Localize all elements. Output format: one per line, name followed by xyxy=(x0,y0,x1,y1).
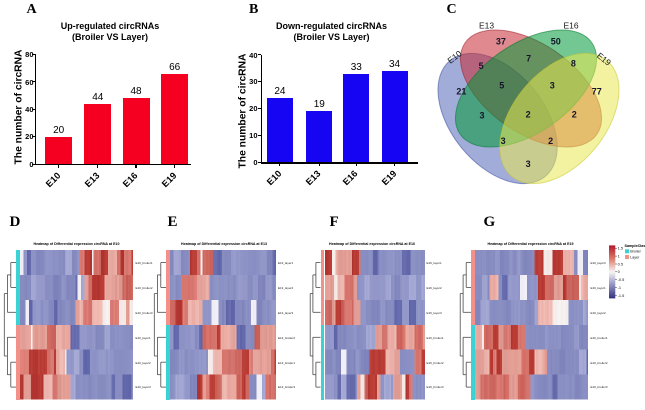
svg-text:3: 3 xyxy=(501,136,506,146)
svg-text:3: 3 xyxy=(550,81,555,91)
svg-text:5: 5 xyxy=(479,61,484,71)
svg-text:1: 1 xyxy=(618,254,620,259)
svg-text:1.5: 1.5 xyxy=(618,246,623,251)
svg-text:50: 50 xyxy=(551,37,561,47)
svg-text:2: 2 xyxy=(572,110,577,120)
svg-text:0: 0 xyxy=(618,269,621,274)
svg-text:5: 5 xyxy=(499,81,504,91)
svg-text:7: 7 xyxy=(526,53,531,63)
svg-text:0.5: 0.5 xyxy=(618,261,623,266)
svg-text:2: 2 xyxy=(548,136,553,146)
svg-text:21: 21 xyxy=(456,86,466,96)
svg-text:-1: -1 xyxy=(618,285,621,290)
svg-text:SampleClass: SampleClass xyxy=(625,244,645,248)
svg-text:-1.5: -1.5 xyxy=(618,293,625,298)
svg-text:77: 77 xyxy=(592,86,602,96)
svg-text:-0.5: -0.5 xyxy=(618,277,625,282)
svg-text:E16: E16 xyxy=(563,21,578,31)
svg-text:8: 8 xyxy=(571,59,576,69)
svg-text:E13: E13 xyxy=(479,21,494,31)
svg-text:3: 3 xyxy=(479,111,484,121)
svg-text:3: 3 xyxy=(526,159,531,169)
svg-text:2: 2 xyxy=(526,110,531,120)
svg-text:Layer: Layer xyxy=(630,255,640,259)
svg-text:Broiler: Broiler xyxy=(630,250,641,254)
svg-text:37: 37 xyxy=(496,37,506,47)
